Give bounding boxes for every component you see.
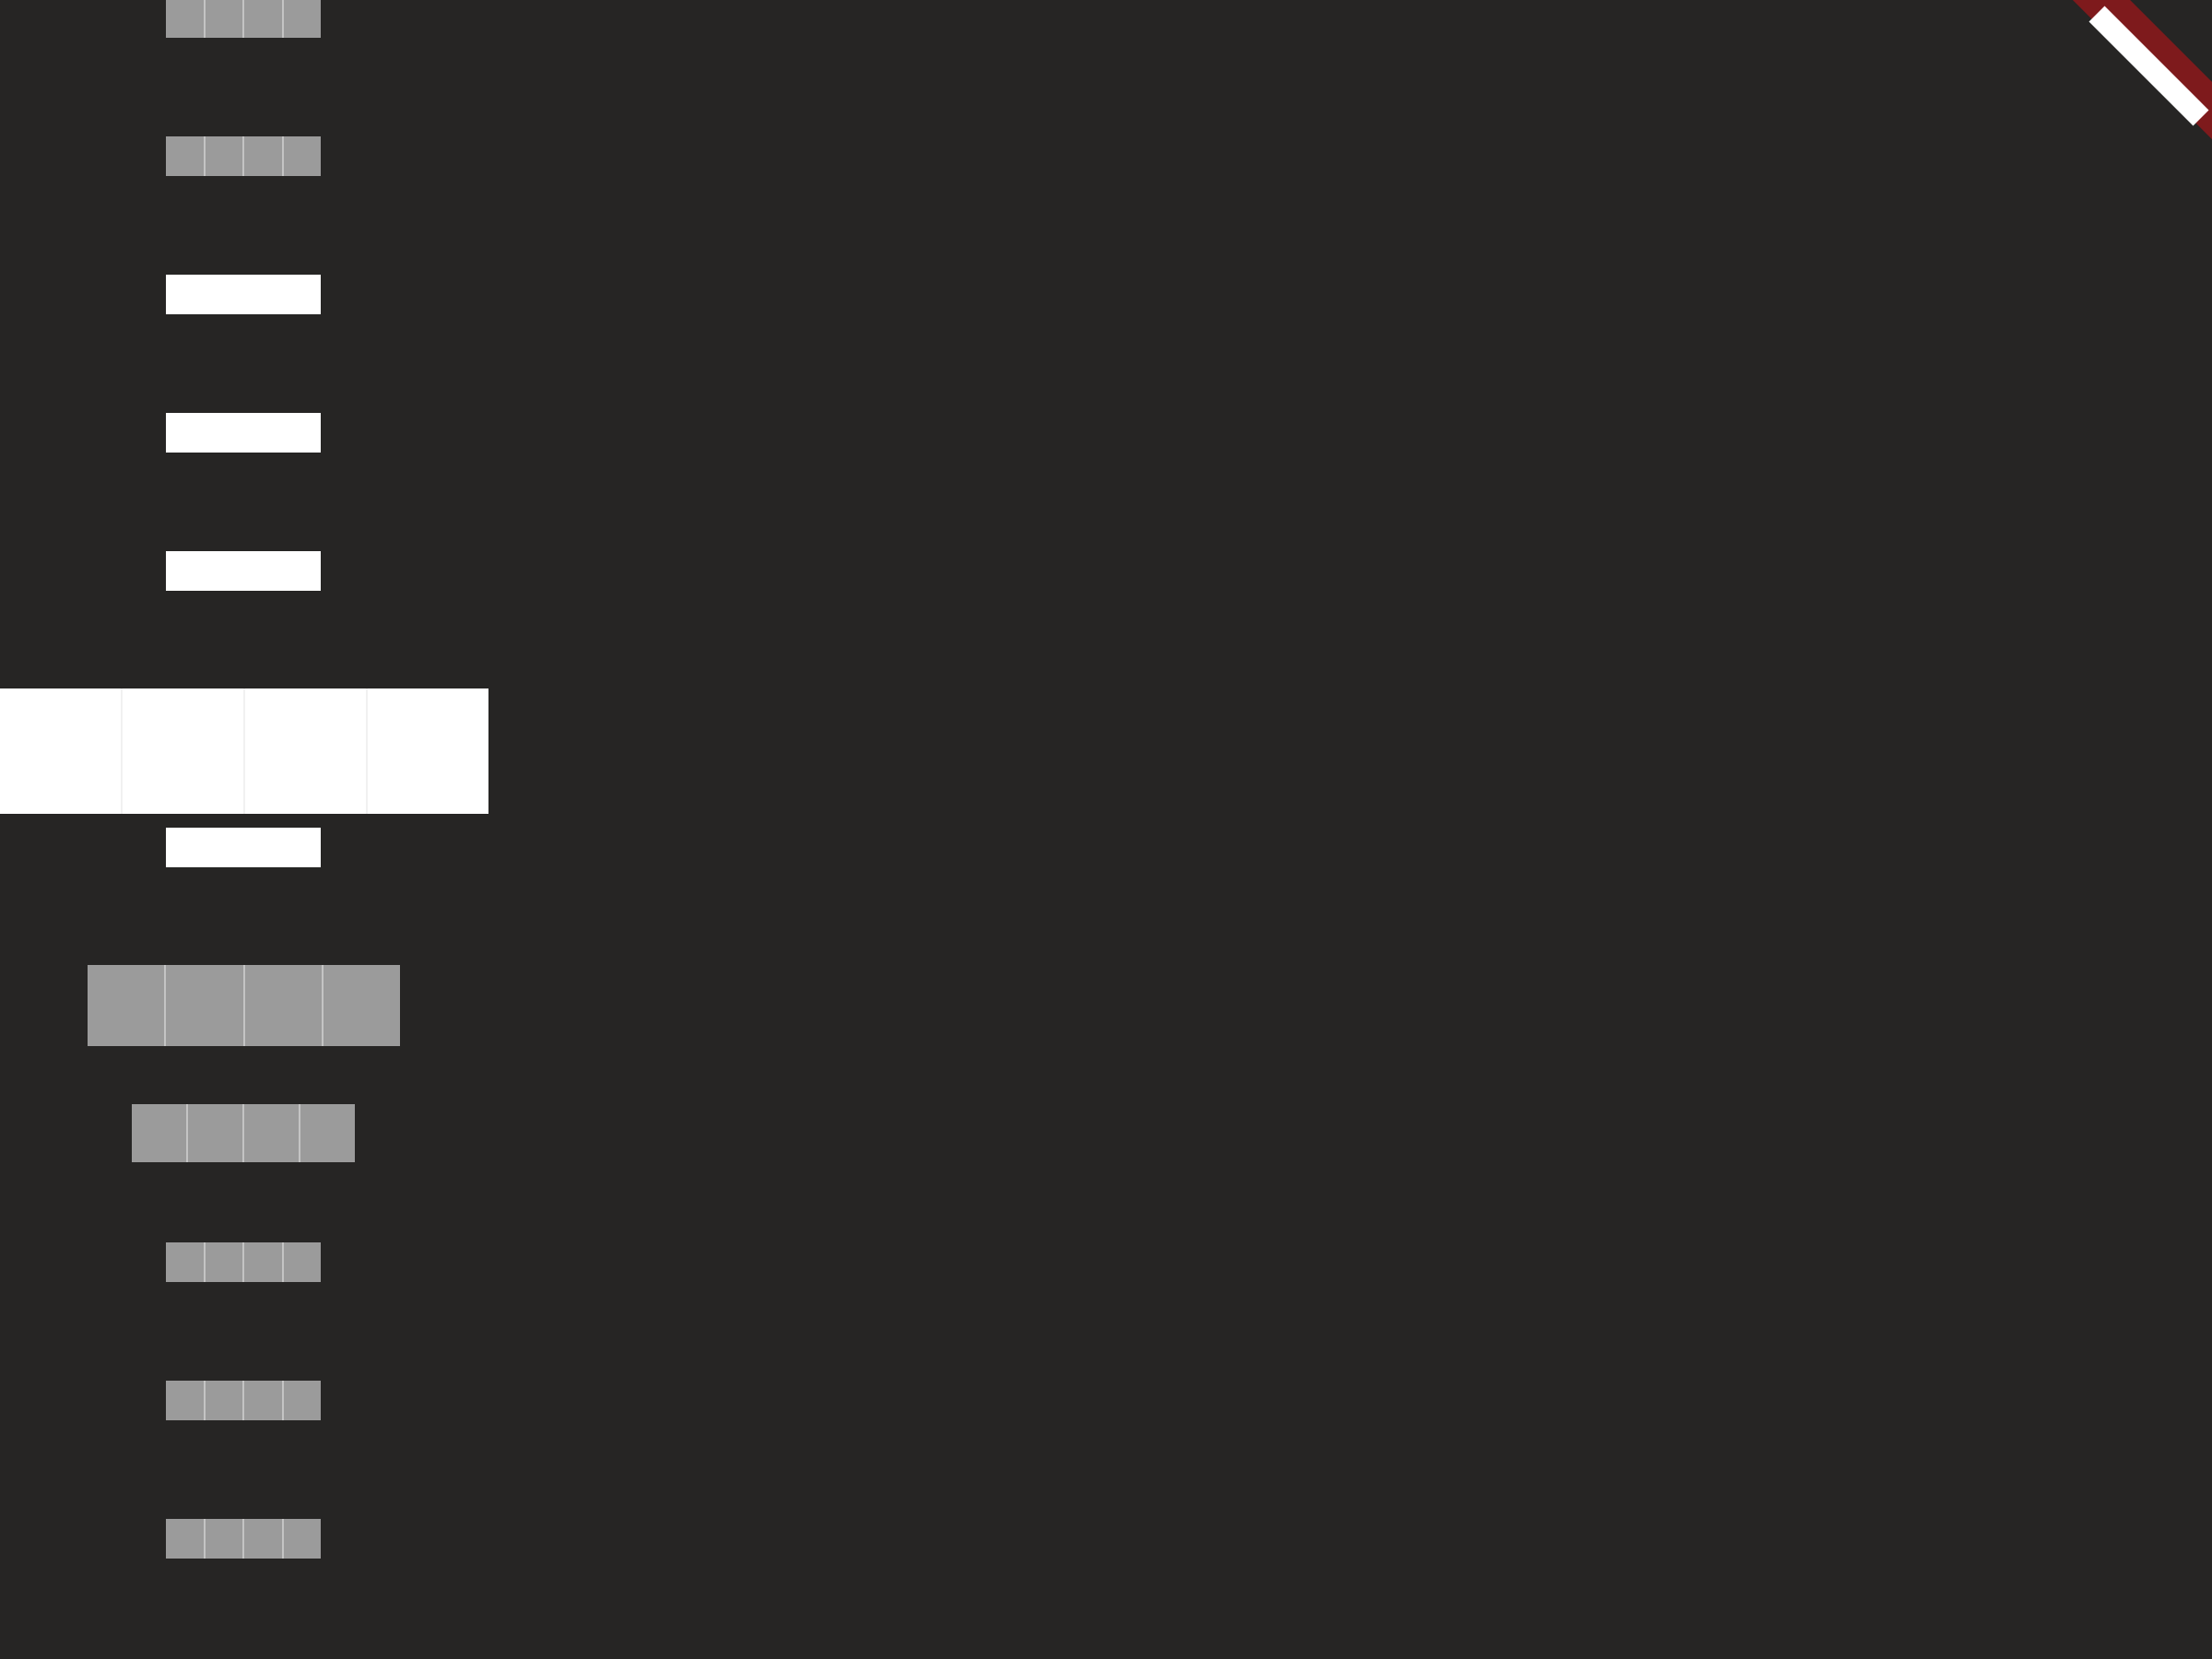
picker-segment <box>242 275 282 314</box>
picker-segment <box>203 1519 243 1559</box>
picker-segment <box>203 828 243 867</box>
picker-segment <box>242 1242 282 1282</box>
picker-item-11[interactable] <box>166 1381 321 1420</box>
picker-item-7[interactable] <box>166 828 321 867</box>
picker-segment <box>203 1242 243 1282</box>
picker-segment <box>281 275 322 314</box>
picker-item-10[interactable] <box>166 1242 321 1282</box>
picker-segment <box>321 965 400 1046</box>
picker-segment <box>203 275 243 314</box>
picker-item-3[interactable] <box>166 275 321 314</box>
picker-segment <box>203 136 243 176</box>
picker-segment <box>203 551 243 591</box>
picker-segment <box>242 1381 282 1420</box>
picker-segment <box>281 413 322 453</box>
diagonal-stripe-icon <box>2009 0 2212 203</box>
picker-segment <box>242 965 322 1046</box>
picker-segment <box>281 551 322 591</box>
picker-segment <box>166 0 204 38</box>
picker-segment <box>242 1519 282 1559</box>
picker-segment <box>166 1381 204 1420</box>
picker-segment <box>166 413 204 453</box>
picker-segment <box>166 136 204 176</box>
picker-segment <box>166 1242 204 1282</box>
picker-item-8[interactable] <box>88 965 400 1046</box>
picker-segment <box>281 828 322 867</box>
picker-item-9[interactable] <box>132 1104 355 1162</box>
picker-item-2[interactable] <box>166 136 321 176</box>
picker-segment <box>203 0 243 38</box>
picker-segment <box>88 965 164 1046</box>
picker-segment <box>121 688 243 814</box>
picker-segment <box>166 551 204 591</box>
picker-segment <box>242 136 282 176</box>
picker-segment <box>281 0 322 38</box>
picker-segment <box>281 1519 322 1559</box>
picker-segment <box>186 1104 242 1162</box>
picker-segment <box>0 688 121 814</box>
picker-segment <box>366 688 488 814</box>
picker-segment <box>281 1242 322 1282</box>
picker-item-1[interactable] <box>166 0 321 38</box>
picker-segment <box>242 1104 299 1162</box>
picker-segment <box>242 413 282 453</box>
picker-segment <box>281 1381 322 1420</box>
picker-segment <box>242 551 282 591</box>
picker-segment <box>299 1104 355 1162</box>
picker-item-focused[interactable] <box>0 688 488 814</box>
picker-segment <box>243 688 366 814</box>
picker-segment <box>166 828 204 867</box>
picker-segment <box>164 965 242 1046</box>
segment-picker[interactable] <box>0 0 498 1659</box>
picker-segment <box>203 1381 243 1420</box>
picker-segment <box>242 828 282 867</box>
picker-segment <box>166 1519 204 1559</box>
picker-segment <box>132 1104 186 1162</box>
picker-segment <box>166 275 204 314</box>
picker-segment <box>242 0 282 38</box>
picker-segment <box>203 413 243 453</box>
picker-item-5[interactable] <box>166 551 321 591</box>
picker-item-12[interactable] <box>166 1519 321 1559</box>
picker-segment <box>281 136 322 176</box>
picker-item-4[interactable] <box>166 413 321 453</box>
